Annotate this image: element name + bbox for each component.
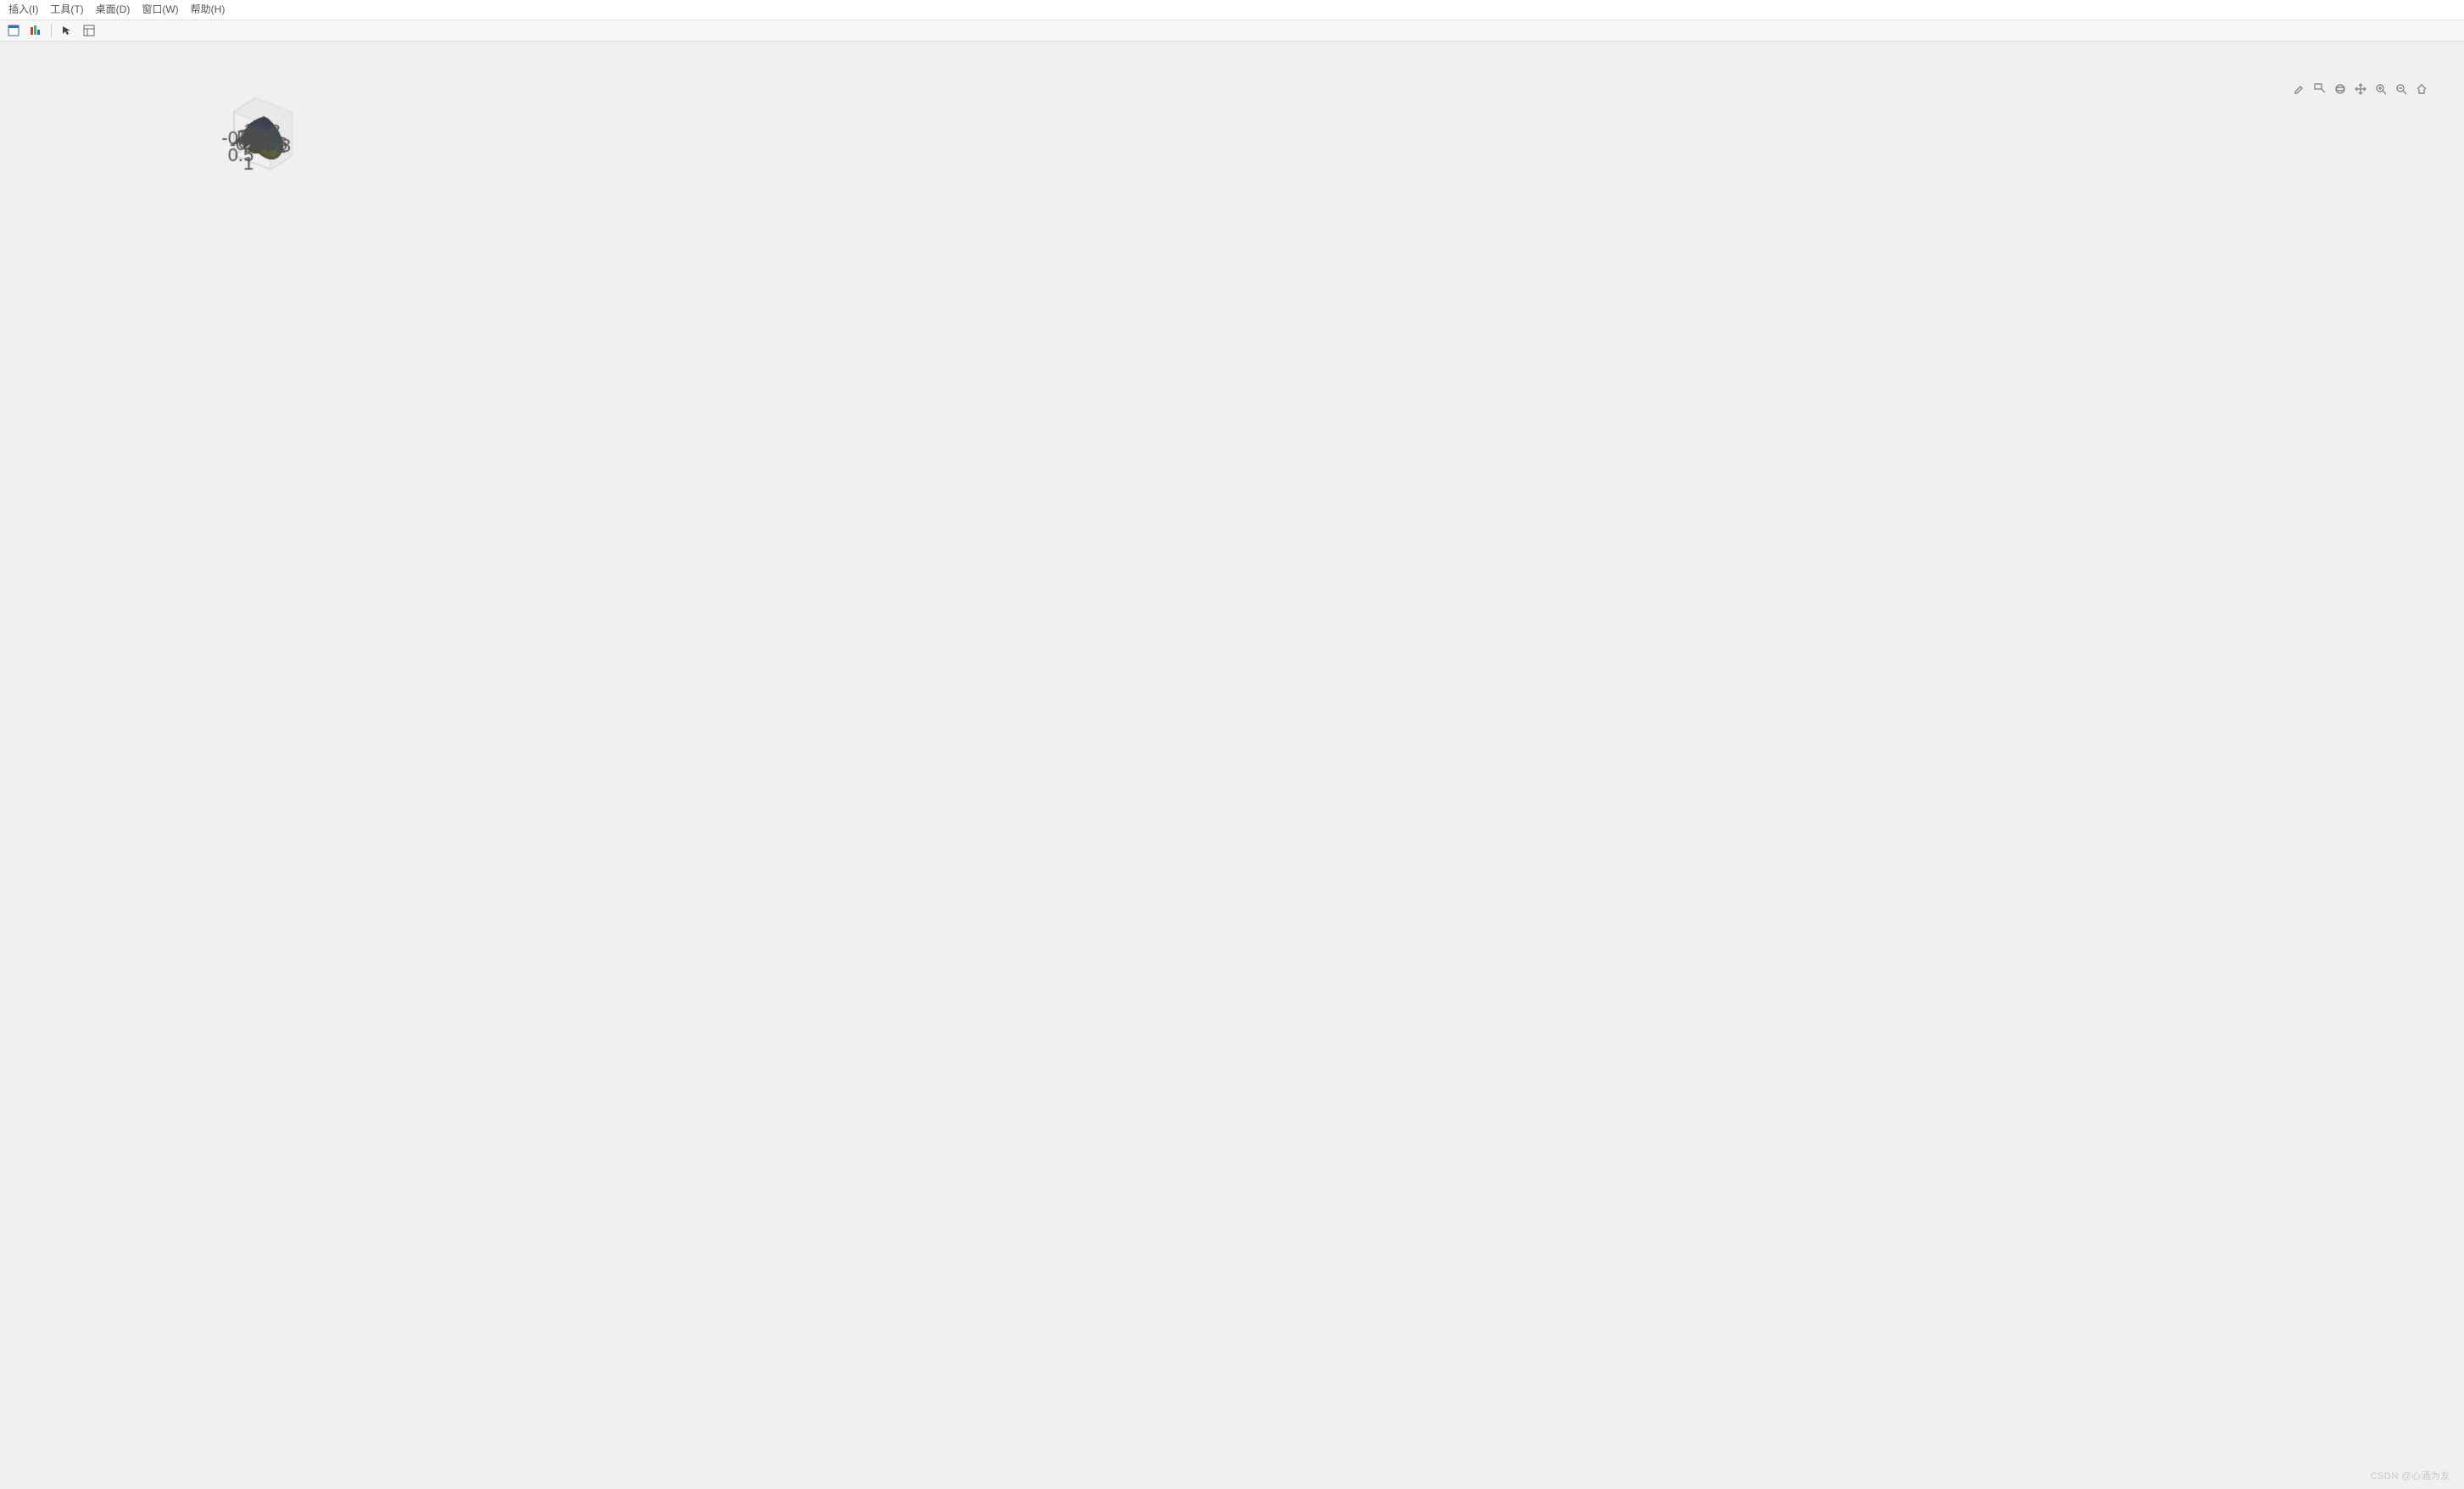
axes-toolbar bbox=[2291, 81, 2430, 98]
menu-tools[interactable]: 工具(T) bbox=[47, 0, 86, 18]
data-cursor-icon[interactable] bbox=[2311, 81, 2328, 98]
new-figure-icon[interactable] bbox=[5, 22, 22, 39]
brush-icon[interactable] bbox=[2291, 81, 2308, 98]
toolbar-separator bbox=[51, 24, 52, 37]
menu-insert[interactable]: 插入(I) bbox=[5, 0, 42, 18]
home-icon[interactable] bbox=[2413, 81, 2430, 98]
rotate3d-icon[interactable] bbox=[2332, 81, 2349, 98]
pan-icon[interactable] bbox=[2352, 81, 2369, 98]
pointer-icon[interactable] bbox=[59, 22, 75, 39]
watermark: CSDN @心酒为友 bbox=[2371, 1469, 2450, 1482]
menu-window[interactable]: 窗口(W) bbox=[138, 0, 181, 18]
inspector-icon[interactable] bbox=[81, 22, 98, 39]
figure-area: CSDN @心酒为友 bbox=[0, 42, 2464, 1489]
menu-desktop[interactable]: 桌面(D) bbox=[92, 0, 134, 18]
plot-tools-icon[interactable] bbox=[27, 22, 44, 39]
menu-help[interactable]: 帮助(H) bbox=[187, 0, 229, 18]
figure-toolbar bbox=[0, 20, 2464, 42]
heart-surface-plot[interactable] bbox=[0, 42, 509, 296]
zoom-out-icon[interactable] bbox=[2393, 81, 2410, 98]
zoom-in-icon[interactable] bbox=[2372, 81, 2389, 98]
menubar: 插入(I) 工具(T) 桌面(D) 窗口(W) 帮助(H) bbox=[0, 0, 2464, 20]
